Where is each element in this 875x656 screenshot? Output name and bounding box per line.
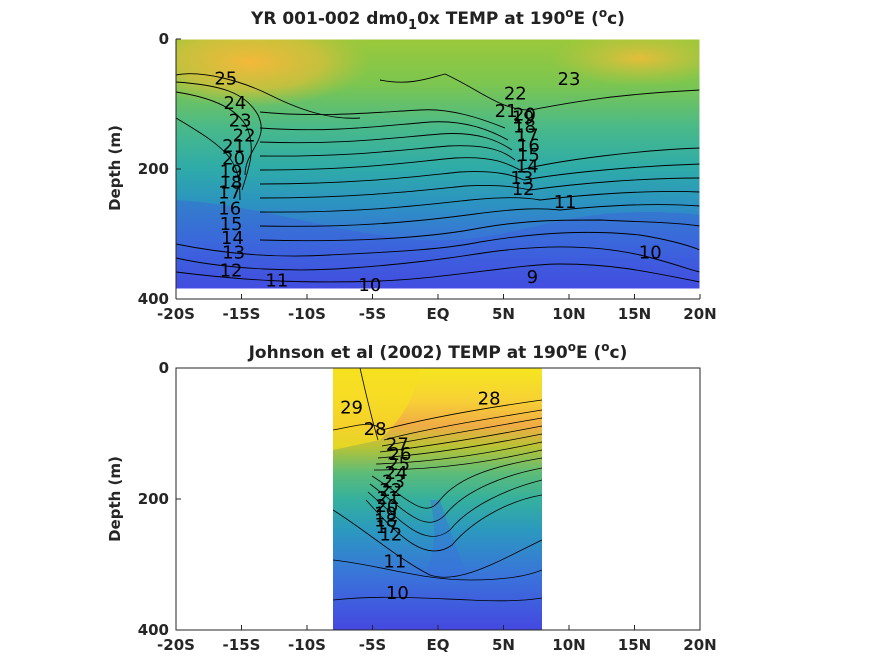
top-contour-label: 13: [510, 168, 533, 189]
x-tick-label: -5S: [359, 636, 386, 654]
x-tick-label: -20S: [157, 636, 195, 654]
top-contour-label: 20: [513, 105, 536, 126]
top-contour-label: 19: [220, 161, 243, 182]
x-tick-label: 20N: [683, 636, 716, 654]
bottom-contour-label: 24: [385, 463, 408, 484]
bottom-x-axis: -20S -15S -10S -5S EQ 5N 10N 15N 20N: [157, 625, 717, 654]
y-tick-label: 0: [159, 30, 169, 48]
x-tick-label: 10N: [552, 636, 585, 654]
top-contour-label: 10: [639, 243, 662, 264]
x-tick-label: 5N: [492, 305, 515, 323]
y-tick-label: 200: [138, 490, 169, 508]
bottom-contour-label: 22: [379, 480, 402, 501]
bottom-contour-label: 28: [478, 388, 501, 409]
top-contour-label: 22: [504, 83, 527, 104]
x-tick-label: 15N: [618, 636, 651, 654]
top-chart-title: YR 001-002 dm010x TEMP at 190oE (oc): [250, 6, 625, 33]
top-contour-label: 21: [222, 136, 245, 157]
top-x-axis: -20S -15S -10S -5S EQ 5N 10N 15N 20N: [157, 294, 717, 323]
top-contour-label: 16: [218, 198, 241, 219]
top-contour-label: 12: [220, 261, 243, 282]
bottom-contour-label: 26: [389, 444, 412, 465]
bottom-contour-label: 19: [374, 504, 397, 525]
x-tick-label: 5N: [492, 636, 515, 654]
top-contour-label: 14: [516, 157, 539, 178]
top-contour-label: 13: [222, 243, 245, 264]
top-contour-label: 10: [358, 275, 381, 296]
bottom-panel: Johnson et al (2002) TEMP at 190oE (oc): [106, 340, 717, 654]
bottom-contour-label: 10: [386, 583, 409, 604]
x-tick-label: -15S: [223, 305, 261, 323]
bottom-field: [333, 368, 542, 630]
top-contour-lines: [176, 73, 700, 283]
top-contour-label: 19: [512, 107, 535, 128]
top-y-axis-label: Depth (m): [106, 125, 124, 211]
top-contour-label: 11: [265, 270, 288, 291]
top-contour-label: 23: [229, 111, 252, 132]
top-contour-label: 15: [517, 145, 540, 166]
top-contour-label: 11: [554, 192, 577, 213]
x-tick-label: -15S: [223, 636, 261, 654]
y-tick-label: 0: [159, 359, 169, 377]
bottom-contour-label: 23: [382, 472, 405, 493]
x-tick-label: EQ: [427, 305, 450, 323]
top-contour-label: 20: [222, 148, 245, 169]
bottom-contour-label: 11: [383, 552, 406, 573]
x-tick-label: -20S: [157, 305, 195, 323]
top-contour-label: 12: [512, 179, 535, 200]
top-y-axis: 0 200 400: [138, 30, 181, 308]
bottom-contour-label: 20: [375, 496, 398, 517]
top-field: [176, 39, 700, 289]
top-contour-label: 17: [516, 126, 539, 147]
top-contour-label: 25: [214, 68, 237, 89]
y-tick-label: 400: [138, 621, 169, 639]
x-tick-label: 20N: [683, 305, 716, 323]
bottom-contour-label: 12: [379, 525, 402, 546]
bottom-contour-lines: [333, 368, 542, 602]
bottom-contour-label: 21: [377, 488, 400, 509]
x-tick-label: -10S: [288, 305, 326, 323]
x-tick-label: EQ: [427, 636, 450, 654]
top-contour-label: 23: [558, 69, 581, 90]
x-tick-label: 10N: [552, 305, 585, 323]
top-contour-label: 16: [517, 135, 540, 156]
x-tick-label: -10S: [288, 636, 326, 654]
top-contour-label: 18: [513, 116, 536, 137]
x-tick-label: -5S: [359, 305, 386, 323]
top-contour-label: 21: [495, 101, 518, 122]
top-contour-label: 18: [220, 172, 243, 193]
bottom-contour-label: 18: [374, 510, 397, 531]
top-contour-label: 17: [218, 183, 241, 204]
top-contour-label: 22: [233, 126, 256, 147]
top-contour-label: 15: [220, 214, 243, 235]
top-panel: YR 001-002 dm010x TEMP at 190oE (oc): [106, 6, 717, 323]
y-tick-label: 400: [138, 290, 169, 308]
bottom-contour-label: 28: [364, 419, 387, 440]
bottom-contour-label: 27: [386, 434, 409, 455]
bottom-y-axis-label: Depth (m): [106, 456, 124, 542]
top-contour-label: 14: [221, 228, 244, 249]
x-tick-label: 15N: [618, 305, 651, 323]
bottom-chart-title: Johnson et al (2002) TEMP at 190oE (oc): [248, 340, 628, 363]
top-contour-label: 24: [223, 93, 246, 114]
y-tick-label: 200: [138, 160, 169, 178]
top-contour-label: 9: [527, 267, 538, 288]
bottom-contour-label: 17: [375, 517, 398, 538]
bottom-contour-label: 29: [340, 398, 363, 419]
bottom-contour-label: 25: [387, 454, 410, 475]
bottom-y-axis: 0 200 400: [138, 359, 181, 639]
